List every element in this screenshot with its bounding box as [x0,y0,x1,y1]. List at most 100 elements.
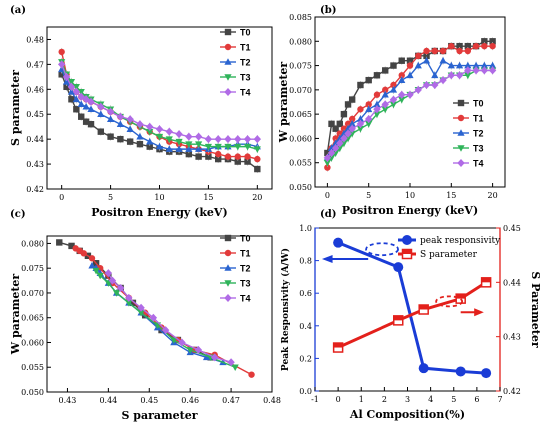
data-point [373,111,381,118]
legend-marker [224,280,232,287]
data-point [62,78,71,85]
legend-label: T2 [240,264,251,274]
data-point [414,61,422,69]
data-point [406,90,414,99]
data-point [234,135,242,144]
y-right-axis-label: S Parameter [529,271,542,348]
red-arrow-head [474,308,484,317]
data-point [357,81,364,89]
y-tick-label: 0.050 [21,388,44,397]
data-point [464,66,472,75]
data-point [243,135,252,144]
data-point [448,42,455,50]
x-tick-label: 20 [488,191,498,200]
data-point [214,155,222,163]
data-point [464,42,472,50]
y-tick-label: 0.42 [26,185,44,194]
data-point [481,368,492,379]
y-tick-label: 0.075 [289,62,312,71]
data-point [348,120,356,127]
data-point [253,135,262,144]
y-tick-label: 0.43 [26,160,44,169]
x-tick-label: 7 [497,395,502,404]
data-point [382,67,389,74]
data-point [155,133,164,141]
y-right-tick-label: 0.42 [503,387,521,396]
data-point [373,105,381,114]
legend-marker [457,129,465,136]
data-point [126,115,134,124]
data-point [489,42,496,50]
x-tick-label: 10 [154,193,164,202]
data-point [398,72,405,79]
data-point [224,135,232,144]
data-point [87,121,95,128]
data-point [398,57,405,64]
data-point [439,76,447,85]
data-point [67,82,76,91]
series-T0 [58,70,261,174]
panel-tag: (a) [10,5,26,16]
data-point [456,42,463,50]
data-point [87,105,95,113]
y-tick-label: 0.050 [289,183,312,192]
data-point [58,48,65,56]
data-point [117,135,124,143]
data-point-fill [419,305,429,310]
x-tick-label: 0.43 [59,396,77,405]
data-point [340,134,348,143]
data-point [194,345,203,354]
data-point [333,237,344,248]
data-point [234,153,241,160]
x-tick-label: 5 [451,395,456,404]
data-point [205,153,212,160]
data-point [356,115,365,122]
annotations [321,242,484,317]
legend-marker [224,264,232,271]
series-T2 [58,65,261,154]
data-point [126,138,134,145]
y-right-tick-label: 0.44 [503,278,521,287]
data-point [406,71,414,79]
data-point [336,120,343,128]
data-point [472,61,480,69]
legend-label: T0 [240,234,251,244]
data-point [398,76,406,83]
x-tick-label: 0.45 [140,396,158,405]
data-point [398,96,406,104]
data-point [422,81,431,89]
data-point [373,100,381,108]
data-point [365,105,373,113]
data-point [195,153,202,160]
x-tick-label: 15 [203,193,213,202]
data-point [224,143,232,151]
data-point [373,91,381,98]
data-point [136,132,144,140]
x-axis-label: Al Composition(%) [349,408,465,421]
data-point [87,97,95,106]
data-point [82,95,90,104]
panel-tag: (c) [10,209,26,220]
x-tick-label: 0.44 [99,396,117,405]
data-point [185,145,193,152]
y-tick-label: 0.47 [26,60,44,69]
y-right-tick-label: 0.43 [503,333,521,342]
data-point [231,364,239,372]
data-point [77,100,85,108]
legend-marker [224,88,232,96]
data-point [381,106,389,114]
data-point [96,272,104,280]
data-point [356,119,365,128]
data-point [253,146,261,153]
data-point [185,132,193,141]
data-point [455,71,464,80]
data-point [106,115,115,123]
data-point [126,125,134,132]
blue-dashed-ellipse [365,242,399,257]
data-point [161,326,170,335]
data-point [348,124,356,133]
data-point [67,79,76,86]
data-point [328,120,335,128]
legend-marker [224,43,232,51]
